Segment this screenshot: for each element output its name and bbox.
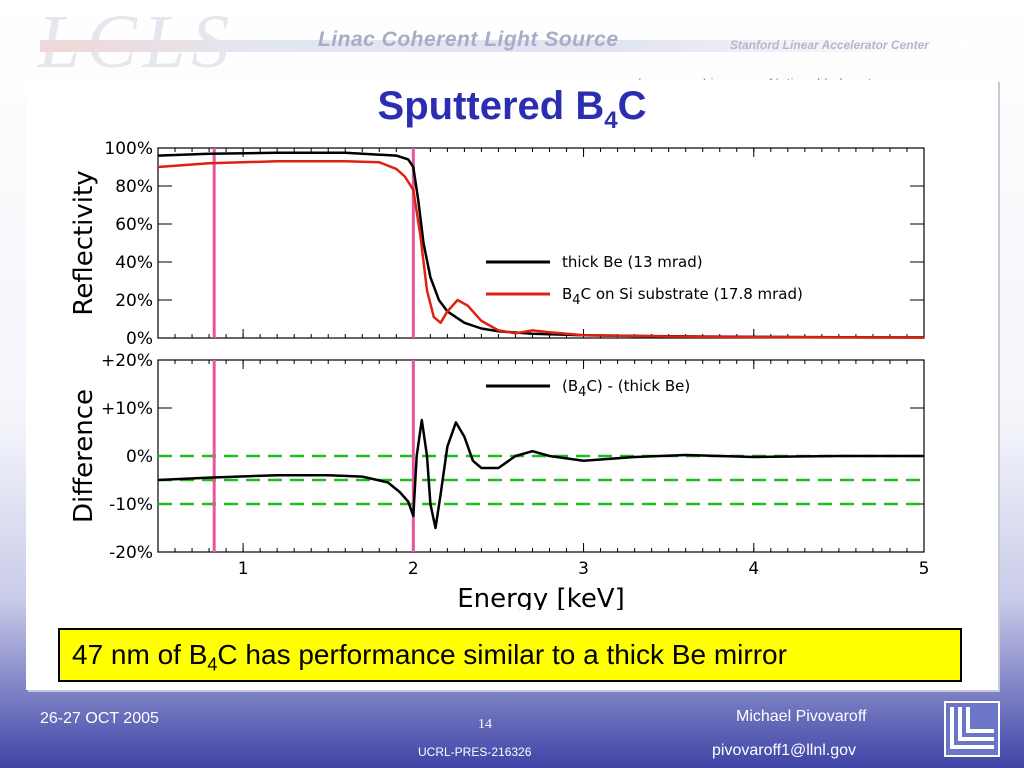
caption-pre: 47 nm of B bbox=[72, 639, 208, 670]
legend-label: B4C on Si substrate (17.8 mrad) bbox=[562, 285, 803, 308]
caption-subscript: 4 bbox=[207, 654, 218, 675]
series-line-2 bbox=[157, 160, 925, 339]
panel-2: -20% -10% 0% +10% +20%Difference (B4C) - (thi… bbox=[69, 351, 929, 610]
slac-name: Stanford Linear Accelerator Center bbox=[730, 38, 929, 52]
reflectivity-difference-chart: 0%20%40%60%80%100%Reflectivity thick Be (… bbox=[69, 140, 929, 610]
slide-title-main: Sputtered B bbox=[377, 84, 605, 128]
llnl-logo bbox=[944, 701, 1000, 757]
lcls-name: Linac Coherent Light Source bbox=[318, 28, 619, 51]
panel-1: 0% 20% 40% 60% 80% 100% Reflectivity thick Be (… bbox=[69, 140, 925, 349]
y-tick-label: 60% bbox=[115, 215, 153, 235]
x-tick-label: 3 bbox=[578, 559, 589, 579]
header-banner: LCLS Linac Coherent Light Source Stanfor… bbox=[0, 0, 1024, 91]
x-tick-label: 4 bbox=[748, 559, 759, 579]
y-tick-label: 40% bbox=[115, 253, 153, 273]
x-axis-label: Energy [keV] bbox=[457, 584, 625, 610]
y-tick-label: 80% bbox=[115, 177, 153, 197]
y-tick-label: 0% bbox=[126, 329, 153, 349]
y-tick-label: +10% bbox=[101, 399, 153, 419]
x-tick-label: 2 bbox=[408, 559, 419, 579]
y-axis-label: Difference bbox=[69, 389, 99, 523]
x-tick-label: 1 bbox=[238, 559, 249, 579]
legend-label: thick Be (13 mrad) bbox=[562, 253, 703, 271]
document-code: UCRL-PRES-216326 bbox=[418, 745, 532, 759]
caption-box: 47 nm of B4C has performance similar to … bbox=[58, 628, 962, 682]
caption-post: C has performance similar to a thick Be … bbox=[217, 639, 787, 670]
y-axis-label: Reflectivity bbox=[69, 170, 99, 315]
y-tick-label: 20% bbox=[115, 291, 153, 311]
slide-title: Sputtered B4C bbox=[0, 84, 1024, 135]
y-tick-label: -10% bbox=[109, 495, 153, 515]
y-tick-label: 0% bbox=[126, 447, 153, 467]
y-tick-label: 100% bbox=[104, 140, 153, 159]
slide-title-end: C bbox=[617, 84, 647, 128]
x-tick-label: 5 bbox=[919, 559, 930, 579]
y-tick-label: -20% bbox=[109, 543, 153, 563]
y-tick-label: +20% bbox=[101, 351, 153, 371]
footer-date: 26-27 OCT 2005 bbox=[40, 710, 159, 727]
slide-title-subscript: 4 bbox=[604, 107, 618, 134]
header-stripe bbox=[40, 40, 964, 52]
author-name: Michael Pivovaroff bbox=[736, 708, 867, 725]
series-line-1 bbox=[157, 418, 924, 530]
page-number: 14 bbox=[478, 717, 492, 732]
plot-frame bbox=[157, 147, 925, 339]
legend-label: (B4C) - (thick Be) bbox=[562, 377, 690, 400]
author-email: pivovaroff1@llnl.gov bbox=[712, 742, 857, 759]
